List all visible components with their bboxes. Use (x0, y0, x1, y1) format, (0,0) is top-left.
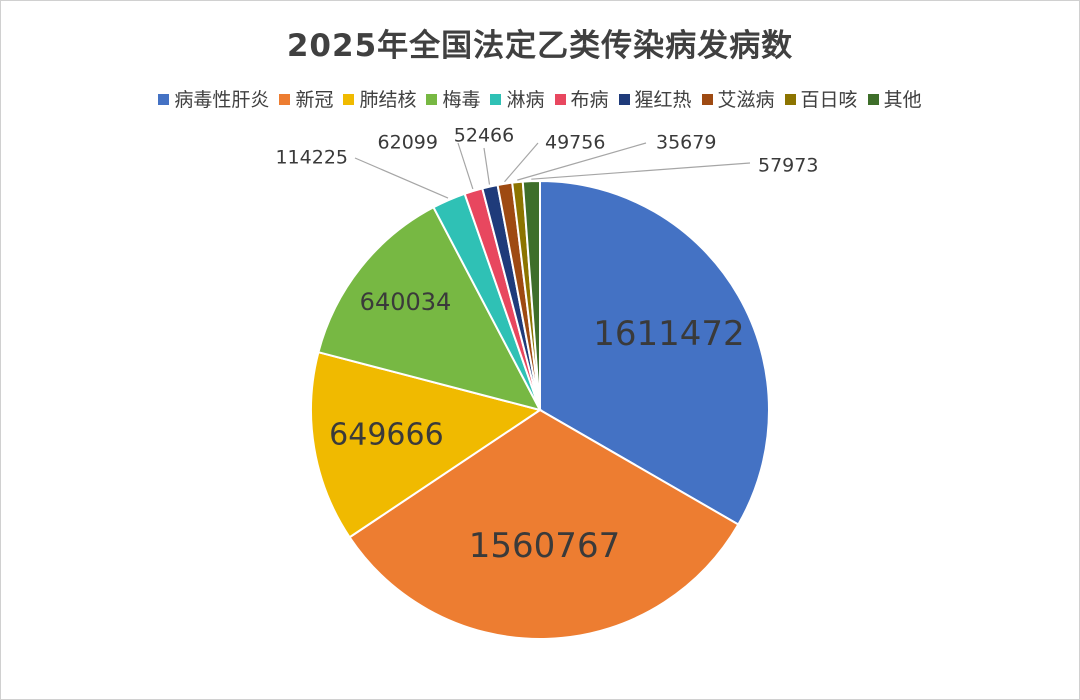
pie-slice (310, 350, 543, 539)
legend-item: 肺结核 (343, 85, 416, 112)
pie-slice (539, 179, 770, 526)
legend-label: 新冠 (295, 89, 334, 111)
legend-item: 病毒性肝炎 (158, 85, 269, 112)
legend-swatch (701, 94, 713, 105)
legend-item: 艾滋病 (701, 85, 775, 112)
data-label: 1611472 (593, 314, 744, 354)
legend-swatch (490, 94, 502, 105)
legend-swatch (158, 94, 170, 105)
data-label: 35679 (656, 132, 716, 154)
legend-swatch (343, 94, 355, 105)
data-label: 114225 (275, 147, 348, 169)
legend-swatch (279, 94, 291, 105)
data-label: 1560767 (469, 526, 620, 566)
legend-label: 淋病 (506, 89, 545, 111)
leader-line (517, 142, 647, 181)
legend-label: 布病 (570, 89, 609, 111)
legend-item: 其他 (867, 85, 922, 112)
leader-line (483, 147, 491, 185)
legend-swatch (426, 94, 438, 105)
legend-swatch (618, 94, 630, 105)
legend-label: 梅毒 (442, 89, 481, 111)
legend-label: 肺结核 (359, 89, 417, 111)
legend-swatch (554, 94, 566, 105)
leader-line (354, 157, 449, 199)
legend-item: 梅毒 (426, 85, 480, 112)
data-label: 640034 (360, 288, 452, 316)
legend-swatch (784, 94, 796, 105)
pie-slice (317, 205, 542, 412)
legend: 病毒性肝炎 新冠 肺结核 梅毒 淋病 布病 猩红热 艾滋病 百日咳 其他 (0, 85, 1080, 112)
chart-title: 2025年全国法定乙类传染病发病数 (286, 28, 794, 64)
legend-label: 病毒性肝炎 (174, 89, 270, 111)
legend-item: 布病 (554, 85, 609, 112)
data-label: 57973 (758, 155, 818, 177)
leader-line (531, 162, 751, 180)
data-label: 649666 (329, 417, 444, 452)
data-label: 62099 (378, 132, 438, 154)
leader-line (457, 142, 474, 190)
legend-swatch (867, 94, 879, 105)
pie-slice (521, 179, 541, 411)
legend-label: 其他 (883, 89, 922, 111)
legend-label: 百日咳 (800, 89, 858, 111)
legend-label: 猩红热 (634, 89, 692, 111)
legend-item: 百日咳 (784, 85, 858, 112)
legend-item: 猩红热 (618, 85, 692, 112)
legend-label: 艾滋病 (717, 89, 775, 111)
pie-slice (348, 408, 740, 640)
data-label: 49756 (545, 132, 605, 154)
legend-item: 淋病 (490, 85, 545, 112)
data-label: 52466 (454, 125, 514, 147)
leader-line (504, 142, 539, 183)
legend-item: 新冠 (279, 85, 333, 112)
